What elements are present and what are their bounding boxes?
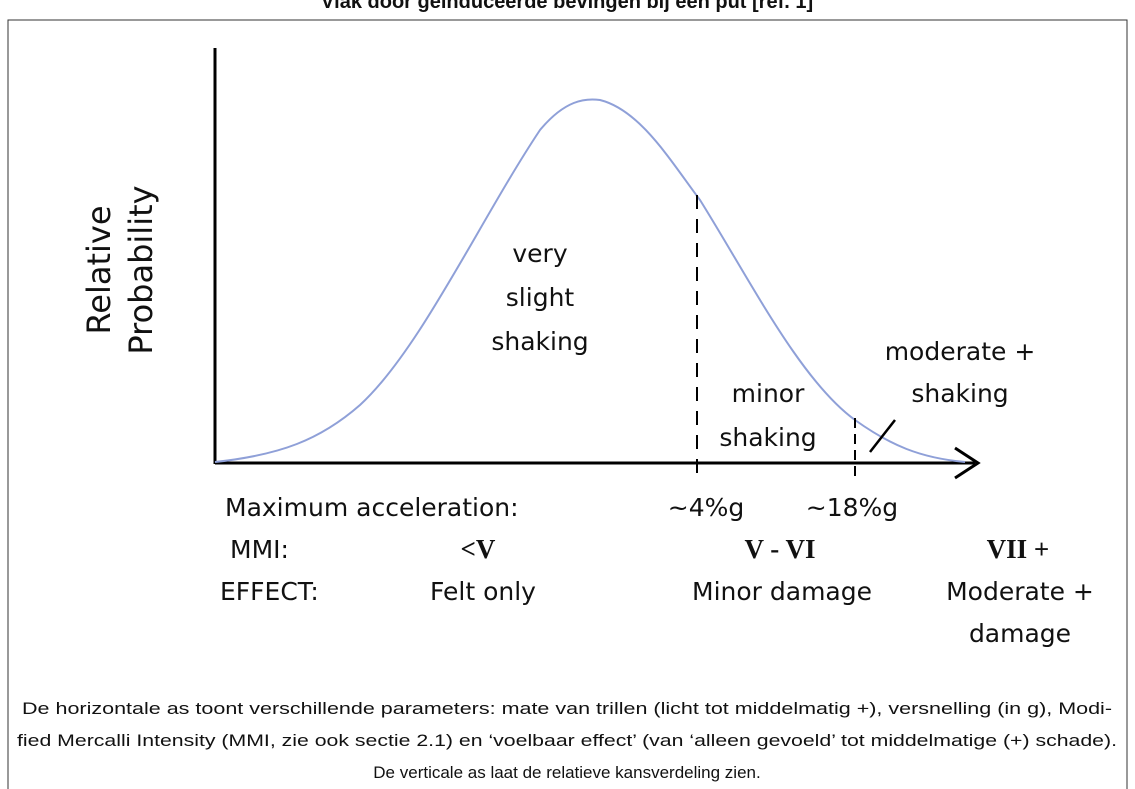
region-label: shaking bbox=[491, 327, 588, 356]
row-value: Minor damage bbox=[692, 577, 872, 606]
row-value: VII + bbox=[987, 534, 1050, 564]
region-label: minor bbox=[732, 379, 805, 408]
pointer-line bbox=[869, 419, 896, 453]
region-label: shaking bbox=[719, 423, 816, 452]
row-label: Maximum acceleration: bbox=[225, 493, 519, 522]
region-label: very bbox=[512, 239, 567, 268]
caption-line: fied Mercalli Intensity (MMI, zie ook se… bbox=[17, 731, 1117, 750]
row-value: damage bbox=[969, 619, 1071, 648]
caption-line: De verticale as laat de relatieve kansve… bbox=[373, 763, 760, 782]
region-label: slight bbox=[506, 283, 575, 312]
row-value: Felt only bbox=[430, 577, 536, 606]
figure-title: Vlak door geïnduceerde bevingen bij een … bbox=[321, 0, 813, 13]
frame bbox=[7, 19, 1128, 789]
region-label: shaking bbox=[911, 379, 1008, 408]
row-value: ~4%g bbox=[668, 493, 744, 522]
row-value: <V bbox=[461, 534, 496, 564]
region-label: moderate + bbox=[885, 337, 1036, 366]
x-axis-arrow bbox=[954, 446, 981, 480]
row-label: EFFECT: bbox=[220, 577, 319, 606]
row-value: V - VI bbox=[744, 534, 815, 564]
row-value: ~18%g bbox=[806, 493, 898, 522]
y-axis-label: Probability bbox=[122, 185, 160, 354]
caption-line: De horizontale as toont verschillende pa… bbox=[22, 699, 1112, 718]
probability-curve bbox=[214, 98, 966, 463]
y-axis-label: Relative bbox=[80, 205, 118, 334]
row-label: MMI: bbox=[230, 535, 289, 564]
row-value: Moderate + bbox=[946, 577, 1094, 606]
